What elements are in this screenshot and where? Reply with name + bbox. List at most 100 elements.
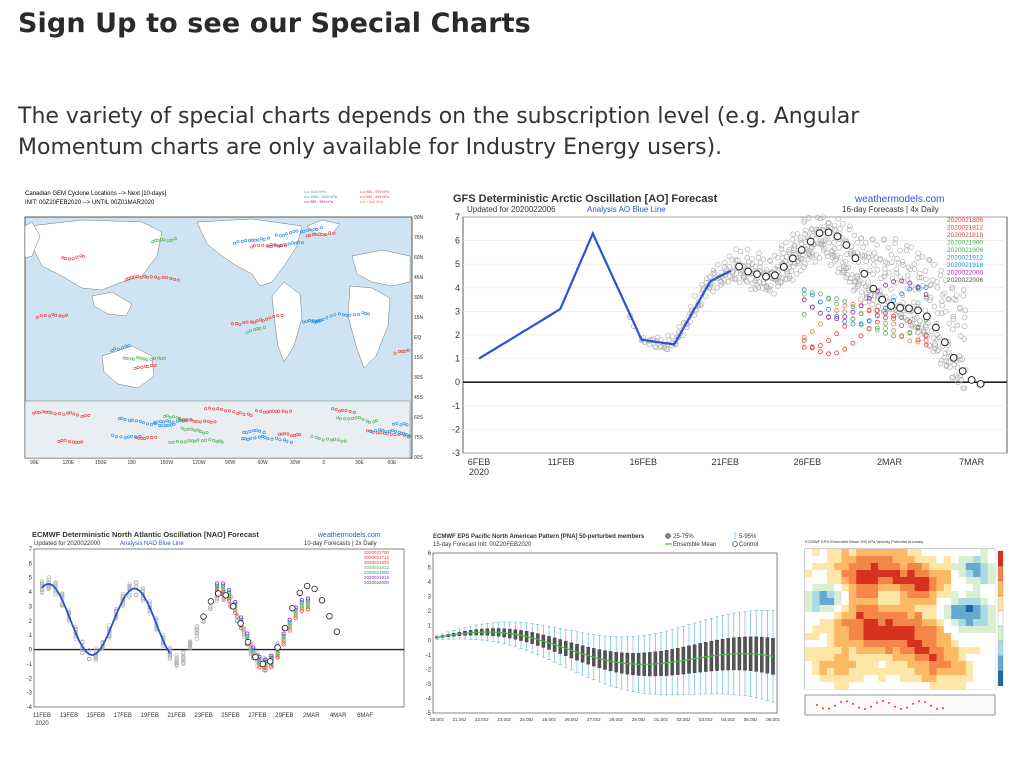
ao-ensemble-point	[874, 242, 880, 248]
cyclone-chart-title: Canadian GEM Cyclone Locations --> Next …	[25, 191, 167, 197]
track-point	[157, 356, 161, 360]
track-point	[286, 432, 290, 436]
nao-forecast-point	[214, 581, 220, 586]
track-point	[87, 414, 91, 418]
track-point	[340, 408, 344, 412]
vp-cell	[973, 682, 981, 690]
vp-cell	[885, 612, 893, 620]
vp-cell	[936, 633, 945, 641]
vp-cell	[856, 577, 864, 585]
vp-cell	[848, 626, 857, 634]
nao-x-tick: 11FEB	[33, 713, 51, 719]
vp-cell	[878, 549, 886, 557]
vp-chart-thumbnail[interactable]: ECMWF EPS Ensemble Mean 200 hPa Velocity…	[795, 537, 1010, 720]
ao-ensemble-point	[849, 271, 855, 278]
vp-cell	[892, 647, 901, 655]
vp-cell	[973, 668, 981, 676]
track-point	[136, 274, 140, 278]
track-point	[63, 257, 67, 261]
vp-cell	[958, 563, 967, 571]
nao-ensemble-point	[127, 594, 132, 599]
track-point	[315, 227, 319, 231]
ao-ensemble-point	[859, 289, 865, 295]
vp-cell	[936, 591, 945, 599]
track-point	[393, 433, 397, 437]
ao-ensemble-point	[652, 343, 658, 350]
track-point	[198, 420, 202, 424]
lon-label: 120E	[63, 460, 75, 466]
track-point	[61, 256, 65, 260]
vp-cell	[805, 577, 813, 585]
track-point	[142, 437, 146, 441]
ao-forecast-point	[801, 344, 807, 350]
nao-chart-thumbnail[interactable]: ECMWF Deterministic North Atlantic Oscil…	[22, 527, 410, 742]
ao-ensemble-point	[836, 245, 842, 251]
track-point	[256, 238, 260, 242]
vp-cell	[914, 675, 923, 683]
vp-cell	[863, 668, 872, 676]
track-point	[271, 409, 275, 413]
nao-plot-area	[33, 548, 405, 708]
ao-ensemble-point	[710, 267, 717, 274]
pna-chart-thumbnail[interactable]: ECMWF EPS Pacific North American Pattern…	[423, 527, 783, 727]
ao-ensemble-point	[934, 332, 940, 338]
ao-ensemble-point	[870, 236, 876, 243]
ao-x-year: 2020	[469, 467, 489, 477]
track-point	[172, 422, 176, 426]
ao-ensemble-point	[828, 262, 834, 268]
track-point	[74, 440, 78, 444]
ao-ensemble-point	[798, 240, 805, 246]
vp-cell	[929, 675, 937, 683]
ao-ensemble-point	[907, 266, 913, 273]
cyclone-chart-thumbnail[interactable]: Canadian GEM Cyclone Locations --> Next …	[22, 186, 430, 466]
ao-ensemble-point	[941, 354, 948, 361]
track-point	[132, 275, 136, 279]
nao-ensemble-point	[134, 580, 139, 585]
pna-x-tick: 21.00z	[453, 717, 467, 722]
track-point	[262, 410, 266, 414]
vp-cell	[987, 570, 996, 578]
track-point	[305, 228, 309, 232]
track-point	[310, 319, 314, 323]
vp-cell	[819, 584, 828, 592]
vp-cell	[819, 563, 828, 571]
track-point	[216, 407, 220, 411]
vp-cell	[965, 612, 974, 620]
vp-cell	[826, 675, 835, 683]
vp-cell	[900, 640, 908, 648]
ao-forecast-point	[866, 307, 872, 313]
ao-ensemble-point	[847, 251, 854, 257]
vp-cell	[943, 633, 952, 641]
ao-latest-point	[949, 353, 958, 362]
track-point	[163, 414, 167, 418]
lon-label: 90W	[225, 460, 236, 466]
vp-cell	[834, 682, 842, 690]
track-point	[395, 421, 399, 425]
vp-cell	[921, 605, 930, 613]
vp-cell	[805, 619, 813, 627]
vp-cell	[848, 584, 857, 592]
track-point	[220, 440, 224, 444]
ao-ensemble-point	[653, 344, 659, 351]
vp-cell	[965, 591, 974, 599]
vp-cell	[826, 647, 835, 655]
track-point	[196, 428, 200, 432]
vp-cell	[848, 654, 857, 662]
ao-ensemble-point	[791, 242, 798, 249]
ao-ensemble-point	[657, 344, 663, 350]
track-point	[154, 435, 158, 439]
ao-ensemble-point	[881, 273, 888, 280]
track-point	[250, 238, 254, 242]
vp-cell	[863, 612, 872, 620]
vp-cell	[805, 612, 813, 620]
ao-ensemble-point	[931, 261, 937, 268]
vp-colorbar	[997, 550, 1004, 687]
vp-cell	[826, 640, 835, 648]
vp-cell	[943, 619, 952, 627]
track-point	[66, 411, 70, 415]
ao-chart-thumbnail[interactable]: GFS Deterministic Arctic Oscillation [AO…	[447, 186, 1015, 486]
vp-cell	[951, 675, 959, 683]
nao-forecast-point	[221, 583, 226, 588]
vp-cell	[943, 647, 952, 655]
track-point	[113, 347, 117, 351]
